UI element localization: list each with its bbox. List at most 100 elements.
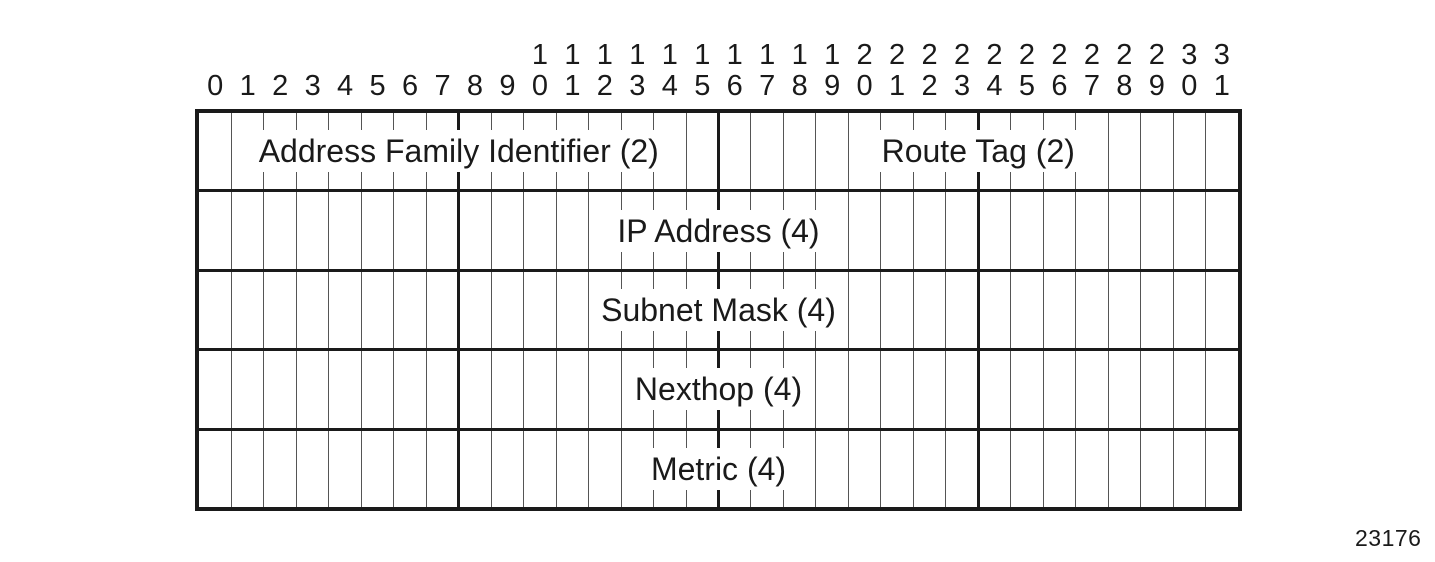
bit-number-ones: 5 xyxy=(694,70,711,102)
bit-boundary-line xyxy=(263,271,265,349)
row-nexthop: Nexthop (4) xyxy=(199,348,1238,428)
row-afi-route-tag: Address Family Identifier (2) Route Tag (… xyxy=(199,113,1238,190)
bit-boundary-line xyxy=(1010,271,1012,349)
bit-number-tens: 1 xyxy=(629,39,646,71)
bit-boundary-line xyxy=(263,430,265,508)
bit-number-ones: 1 xyxy=(239,70,256,102)
field-label: Nexthop (4) xyxy=(624,368,813,411)
bit-number-cell: 2 xyxy=(264,40,296,102)
bit-boundary-line xyxy=(1140,271,1142,349)
field-subnet-mask-4: Subnet Mask (4) xyxy=(199,272,1238,348)
field-label: Address Family Identifier (2) xyxy=(248,130,669,173)
field-label: Subnet Mask (4) xyxy=(591,289,846,332)
bit-number-ones: 5 xyxy=(1018,70,1036,102)
bit-boundary-line xyxy=(1107,351,1109,428)
bit-boundary-line xyxy=(1140,351,1142,428)
byte-boundary-line xyxy=(976,351,980,428)
bit-number-ones: 8 xyxy=(1116,70,1133,102)
bit-boundary-line xyxy=(912,351,914,428)
bit-number-tens: 2 xyxy=(856,39,873,71)
bit-boundary-line xyxy=(425,271,427,349)
bit-number-tens: 2 xyxy=(1051,39,1068,71)
bit-boundary-line xyxy=(230,113,232,190)
bit-boundary-line xyxy=(425,192,427,269)
bit-boundary-line xyxy=(230,351,232,428)
bit-boundary-line xyxy=(490,351,492,428)
bit-boundary-line xyxy=(523,192,525,269)
byte-boundary-line xyxy=(457,430,461,508)
bit-boundary-line xyxy=(555,351,557,428)
field-nexthop-4: Nexthop (4) xyxy=(199,351,1238,427)
bit-number-tens: 1 xyxy=(531,39,548,71)
byte-boundary-line xyxy=(717,113,720,190)
bit-number-tens: 2 xyxy=(1148,39,1165,71)
bit-number-cell: 8 xyxy=(459,40,491,102)
bit-boundary-line xyxy=(750,113,752,190)
bit-boundary-line xyxy=(230,430,232,508)
bit-boundary-line xyxy=(1107,271,1109,349)
bit-number-tens: 2 xyxy=(1018,39,1036,71)
packet-format-table: Address Family Identifier (2) Route Tag (… xyxy=(195,109,1242,511)
field-label: Metric (4) xyxy=(640,447,797,490)
bit-number-tens: 1 xyxy=(791,39,808,71)
bit-number-ones: 0 xyxy=(207,70,224,102)
bit-boundary-line xyxy=(328,271,330,349)
bit-boundary-line xyxy=(393,351,395,428)
bit-number-ones: 0 xyxy=(1181,70,1198,102)
bit-boundary-line xyxy=(1172,271,1174,349)
bit-boundary-line xyxy=(815,113,817,190)
bit-boundary-line xyxy=(620,351,622,428)
bit-boundary-line xyxy=(912,430,914,508)
bit-number-ones: 7 xyxy=(1083,70,1100,102)
bit-boundary-line xyxy=(945,351,947,428)
bit-boundary-line xyxy=(1140,430,1142,508)
bit-number-ones: 1 xyxy=(564,70,581,102)
bit-boundary-line xyxy=(263,192,265,269)
bit-number-tens: 2 xyxy=(953,39,971,71)
bit-number-ones: 2 xyxy=(921,70,938,102)
bit-boundary-line xyxy=(782,113,784,190)
bit-number-tens: 2 xyxy=(1083,39,1100,71)
bit-boundary-line xyxy=(620,430,622,508)
bit-boundary-line xyxy=(523,430,525,508)
bit-number-ones: 3 xyxy=(629,70,646,102)
field-ip-address-4: IP Address (4) xyxy=(199,192,1238,268)
bit-boundary-line xyxy=(1205,192,1207,269)
bit-boundary-line xyxy=(1172,113,1174,190)
bit-number-tens xyxy=(361,40,393,71)
bit-boundary-line xyxy=(1042,192,1044,269)
bit-boundary-line xyxy=(360,192,362,269)
bit-number-tens: 3 xyxy=(1213,39,1230,71)
bit-number-cell: 0 xyxy=(199,40,231,102)
figure-number: 23176 xyxy=(1355,525,1422,551)
bit-boundary-line xyxy=(1140,113,1142,190)
bit-boundary-line xyxy=(847,113,849,190)
bit-number-cell: 5 xyxy=(361,40,393,102)
bit-number-cell: 9 xyxy=(491,40,523,102)
bit-number-tens xyxy=(426,40,458,71)
bit-boundary-line xyxy=(880,430,882,508)
bit-boundary-line xyxy=(1107,192,1109,269)
bit-boundary-line xyxy=(588,351,590,428)
bit-number-tens: 1 xyxy=(564,39,581,71)
bit-boundary-line xyxy=(1042,271,1044,349)
bit-boundary-line xyxy=(685,113,687,190)
bit-number-cell: 7 xyxy=(426,40,458,102)
bit-boundary-line xyxy=(945,271,947,349)
bit-boundary-line xyxy=(490,192,492,269)
bit-number-cell: 6 xyxy=(394,40,426,102)
bit-boundary-line xyxy=(945,192,947,269)
bit-boundary-line xyxy=(912,271,914,349)
bit-number-ones: 4 xyxy=(337,70,354,102)
bit-boundary-line xyxy=(328,430,330,508)
bit-number-tens: 1 xyxy=(824,39,841,71)
bit-boundary-line xyxy=(880,192,882,269)
bit-number-tens: 2 xyxy=(889,39,906,71)
